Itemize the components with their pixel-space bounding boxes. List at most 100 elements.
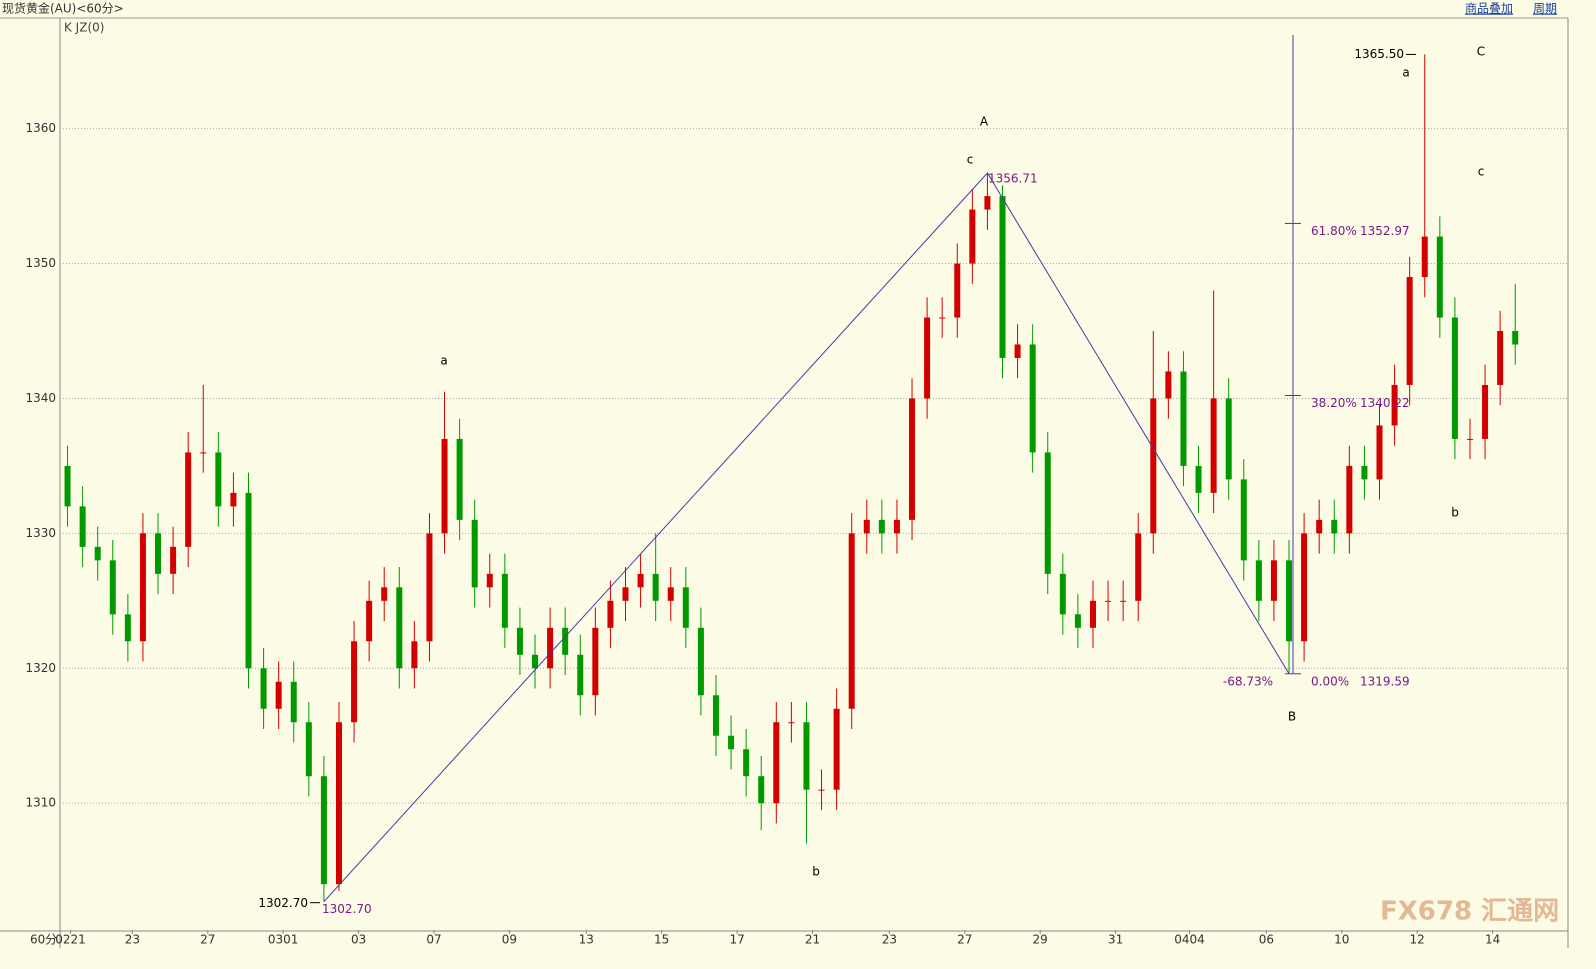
wave-label: c	[967, 153, 974, 167]
candle-body	[924, 317, 931, 399]
candle-body	[1044, 452, 1051, 574]
candle-body	[547, 627, 554, 669]
candle-body	[954, 263, 961, 318]
candle-body	[1240, 479, 1247, 561]
candle-body	[773, 722, 780, 804]
candle-body	[1497, 330, 1504, 385]
candle-body	[1180, 371, 1187, 466]
candle-body	[170, 546, 177, 574]
candle-body	[1089, 600, 1096, 628]
candle-body	[712, 695, 719, 736]
candle-body	[1225, 398, 1232, 480]
candle-body	[1059, 573, 1066, 615]
candle-body	[351, 641, 358, 723]
candle-body	[909, 398, 916, 520]
y-tick-label: 1330	[25, 526, 56, 540]
candle-body	[1316, 519, 1323, 534]
x-tick-label: 12	[1410, 933, 1425, 947]
candle-body	[1466, 438, 1473, 440]
candle-body	[1512, 330, 1519, 345]
indicator-label: K JZ(0)	[64, 21, 104, 35]
candle-body	[305, 722, 312, 777]
candle-body	[109, 560, 116, 615]
candle-body	[320, 776, 327, 885]
candle-body	[1391, 384, 1398, 426]
candle-body	[260, 668, 267, 709]
candle-body	[94, 546, 101, 561]
candle-body	[155, 533, 162, 574]
candle-body	[667, 587, 674, 601]
candle-body	[230, 492, 237, 507]
candle-body	[185, 452, 192, 547]
y-tick-label: 1310	[25, 796, 56, 810]
price-label: 1365.50	[1354, 47, 1404, 61]
candle-body	[1482, 384, 1489, 439]
candle-body	[1421, 236, 1428, 278]
overlay-link[interactable]: 商品叠加	[1465, 1, 1513, 16]
candle-body	[833, 708, 840, 790]
candle-body	[637, 573, 644, 588]
x-tick-label: 0221	[55, 933, 86, 947]
candle-body	[1150, 398, 1157, 534]
candle-body	[999, 196, 1006, 358]
candle-body	[1120, 600, 1127, 602]
candle-body	[366, 600, 373, 642]
x-tick-label: 27	[957, 933, 972, 947]
candle-body	[139, 533, 146, 642]
candle-body	[1436, 236, 1443, 318]
candle-body	[803, 722, 810, 790]
candle-body	[1346, 465, 1353, 534]
candle-body	[1105, 600, 1112, 602]
x-tick-label: 06	[1259, 933, 1274, 947]
candle-body	[848, 533, 855, 709]
candle-body	[486, 573, 493, 588]
y-tick-label: 1360	[25, 121, 56, 135]
candle-body	[1270, 560, 1277, 601]
candle-body	[893, 519, 900, 534]
x-tick-label: 07	[426, 933, 441, 947]
candle-body	[818, 789, 825, 791]
candle-body	[984, 196, 991, 210]
candle-body	[1376, 425, 1383, 480]
x-tick-label: 0404	[1174, 933, 1205, 947]
candle-body	[532, 654, 539, 669]
candle-body	[1074, 614, 1081, 628]
candle-body	[682, 587, 689, 628]
candle-body	[1029, 344, 1036, 453]
period-link[interactable]: 周期	[1533, 2, 1557, 16]
y-tick-label: 1320	[25, 661, 56, 675]
candle-body	[79, 506, 86, 547]
candle-body	[1301, 533, 1308, 642]
candle-body	[592, 627, 599, 696]
candle-body	[1361, 465, 1368, 480]
candle-body	[124, 614, 131, 642]
candle-body	[275, 681, 282, 709]
fib-price: 1340.22	[1360, 396, 1410, 410]
candle-body	[577, 654, 584, 696]
candle-body	[1331, 519, 1338, 534]
candle-body	[758, 776, 765, 804]
candle-body	[215, 452, 222, 507]
candle-body	[456, 438, 463, 520]
period-label: 60分	[30, 933, 57, 947]
candle-body	[939, 317, 946, 319]
watermark: FX678 汇通网	[1380, 897, 1559, 927]
candle-body	[652, 573, 659, 601]
x-tick-label: 10	[1334, 933, 1349, 947]
wave-label: a	[440, 354, 447, 368]
candle-body	[1286, 560, 1293, 642]
wave-label: C	[1477, 45, 1485, 59]
candle-body	[1255, 560, 1262, 601]
candle-body	[788, 722, 795, 724]
candle-body	[969, 209, 976, 264]
price-label: 1302.70	[322, 902, 372, 916]
price-label: 1302.70	[258, 896, 308, 910]
wave-line	[323, 172, 1290, 903]
y-tick-label: 1350	[25, 256, 56, 270]
x-tick-label: 03	[351, 933, 366, 947]
wave-label: b	[812, 865, 820, 879]
wave-label: a	[1402, 66, 1409, 80]
fib-ratio: 61.80%	[1311, 224, 1357, 238]
candle-body	[607, 600, 614, 628]
